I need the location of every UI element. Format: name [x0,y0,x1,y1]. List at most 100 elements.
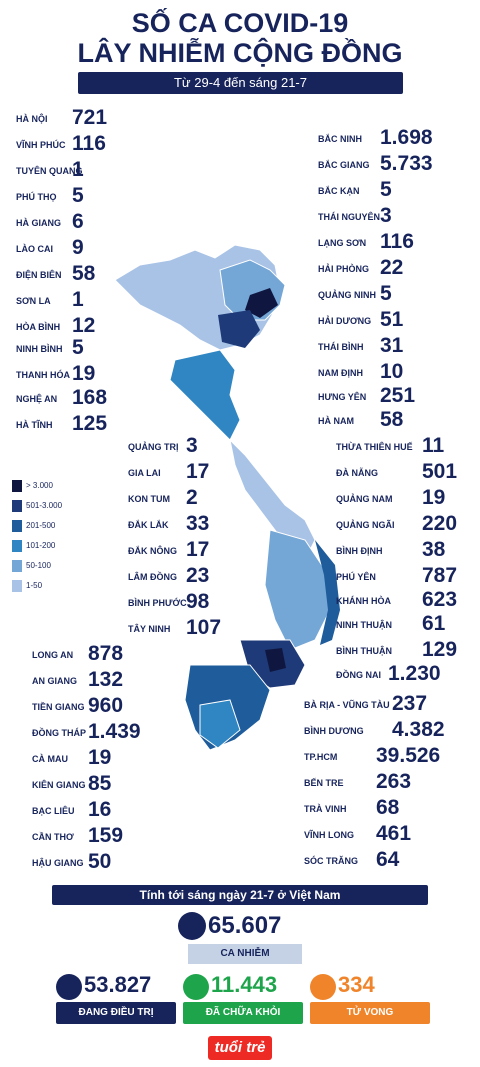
province-row: HÀ NAM 58 [318,408,468,432]
province-row: KHÁNH HÒA 623 [336,588,476,612]
province-name: BẾN TRE [304,778,344,788]
hcmc-area [265,648,286,672]
person-icon [178,912,206,940]
province-value: 5.733 [380,152,433,175]
province-name: QUẢNG NGÃI [336,520,395,530]
province-row: BÌNH DƯƠNG 4.382 [304,718,474,742]
province-value: 237 [392,692,428,715]
province-value: 721 [72,106,108,129]
legend-swatch [12,560,22,572]
province-value: 50 [88,850,112,873]
province-name: ĐỒNG THÁP [32,728,86,738]
deaths-value: 334 [338,972,375,997]
province-row: ĐIỆN BIÊN 58 [16,262,146,286]
mekong-south [199,699,241,749]
province-row: LẠNG SƠN 116 [318,230,468,254]
province-value: 17 [186,460,210,483]
province-value: 501 [422,460,458,483]
province-value: 38 [422,538,446,561]
province-name: THANH HÓA [16,370,70,380]
province-row: BÀ RỊA - VŨNG TÀU 237 [304,692,474,716]
page-title: SỐ CA COVID-19 [131,8,349,38]
province-name: PHÚ THỌ [16,192,57,202]
province-value: 787 [422,564,458,587]
province-value: 1.698 [380,126,433,149]
deaths-stat: 334 TỬ VONG [310,972,430,1030]
province-name: HẬU GIANG [32,858,84,868]
province-value: 58 [72,262,96,285]
province-name: ĐỒNG NAI [336,670,381,680]
heart-icon [183,974,209,1000]
province-value: 1 [72,158,84,181]
bac-giang-area [245,288,278,318]
province-row: PHÚ THỌ 5 [16,184,146,208]
province-row: THÁI NGUYÊN 3 [318,204,468,228]
recovered-stat: 11.443 ĐÃ CHỮA KHỎI [183,972,303,1030]
province-name: THÁI BÌNH [318,342,364,352]
legend-swatch [12,480,22,492]
province-name: TÂY NINH [128,624,171,634]
province-name: KHÁNH HÒA [336,596,391,606]
province-value: 23 [186,564,210,587]
province-row: BẮC GIANG 5.733 [318,152,468,176]
province-row: QUẢNG TRỊ 3 [128,434,248,458]
province-name: HÀ TĨNH [16,420,53,430]
province-row: ĐỒNG THÁP 1.439 [32,720,162,744]
province-value: 116 [72,132,106,155]
province-row: TÂY NINH 107 [128,616,248,640]
province-value: 51 [380,308,404,331]
province-value: 19 [88,746,112,769]
province-row: CẦN THƠ 159 [32,824,162,848]
province-row: BẾN TRE 263 [304,770,474,794]
province-row: TIỀN GIANG 960 [32,694,162,718]
province-value: 4.382 [392,718,445,741]
province-name: GIA LAI [128,468,161,478]
province-value: 168 [72,386,108,409]
province-name: THÁI NGUYÊN [318,212,381,222]
province-row: QUẢNG NGÃI 220 [336,512,476,536]
province-row: HƯNG YÊN 251 [318,384,468,408]
province-value: 220 [422,512,458,535]
legend-swatch [12,520,22,532]
total-cases: 65.607 CA NHIỄM [178,912,302,964]
province-value: 1 [72,288,84,311]
province-value: 125 [72,412,108,435]
province-value: 68 [376,796,400,819]
province-name: VĨNH PHÚC [16,140,66,150]
total-cases-value: 65.607 [208,912,282,939]
province-value: 960 [88,694,124,717]
province-name: LÀO CAI [16,244,53,254]
province-name: LẠNG SƠN [318,238,367,248]
province-name: LÂM ĐỒNG [128,572,177,582]
province-name: NINH THUẬN [336,620,392,630]
province-row: SÓC TRĂNG 64 [304,848,474,872]
province-row: BẮC KẠN 5 [318,178,468,202]
province-name: THỪA THIÊN HUẾ [336,442,413,452]
province-value: 58 [380,408,404,431]
treating-label: ĐANG ĐIỀU TRỊ [56,1002,176,1024]
province-row: NINH THUẬN 61 [336,612,476,636]
province-name: ĐẮK NÔNG [128,546,177,556]
province-value: 85 [88,772,112,795]
legend-label: 201-500 [26,521,56,530]
province-value: 107 [186,616,222,639]
treating-value: 53.827 [84,972,152,997]
legend-swatch [12,500,22,512]
province-row: HẬU GIANG 50 [32,850,162,874]
province-value: 9 [72,236,84,259]
province-name: QUẢNG NINH [318,290,376,300]
province-row: LÀO CAI 9 [16,236,146,260]
province-row: HẢI DƯƠNG 51 [318,308,468,332]
province-name: NAM ĐỊNH [318,368,363,378]
province-name: BẮC KẠN [318,186,360,196]
province-value: 116 [380,230,414,253]
province-row: KON TUM 2 [128,486,248,510]
province-value: 3 [380,204,392,227]
province-name: BẮC NINH [318,134,362,144]
province-value: 159 [88,824,124,847]
province-row: BÌNH THUẬN 129 [336,638,476,662]
treating-stat: 53.827 ĐANG ĐIỀU TRỊ [56,972,176,1030]
province-name: BÌNH PHƯỚC [128,598,187,608]
province-row: ĐÀ NẴNG 501 [336,460,476,484]
province-row: NAM ĐỊNH 10 [318,360,468,384]
